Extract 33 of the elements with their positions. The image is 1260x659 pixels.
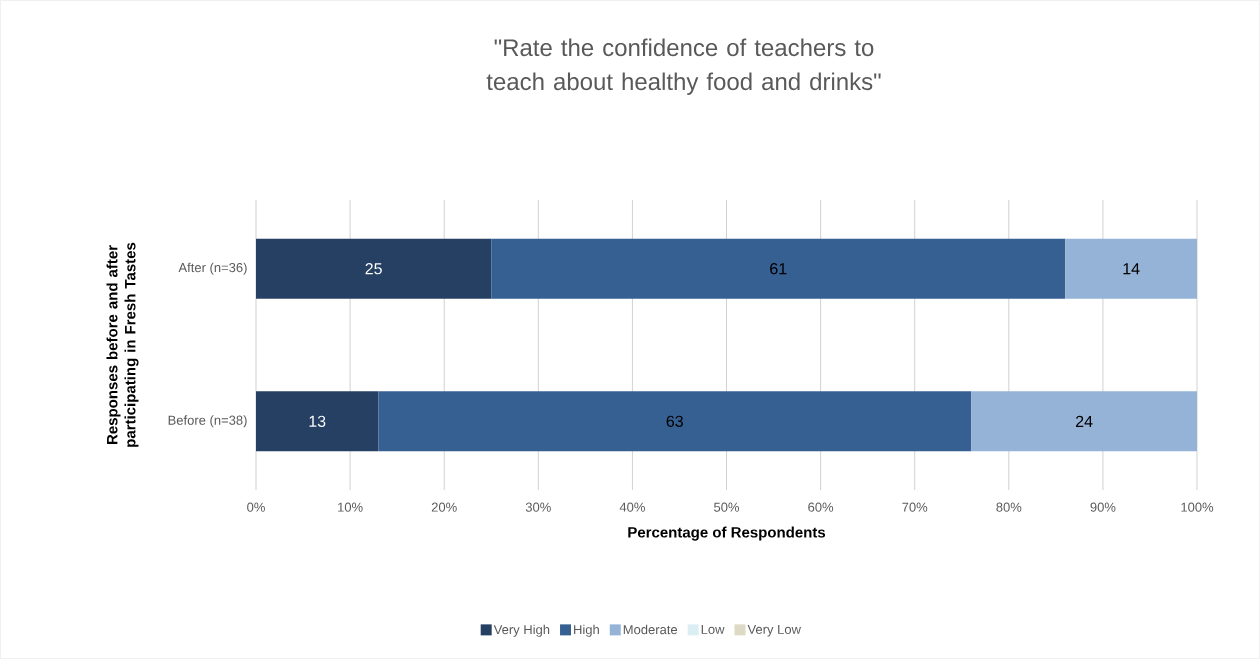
bar — [491, 238, 1066, 299]
x-tick-label: 80% — [996, 502, 1022, 512]
x-tick-label: 0% — [247, 502, 265, 512]
x-axis-title: Percentage of Respondents — [628, 526, 826, 541]
y-axis-title: Responses before and after participating in Fresh Tastes — [106, 242, 139, 447]
data-label: 63 — [666, 415, 683, 427]
bar — [971, 391, 1198, 452]
bar — [256, 238, 492, 299]
legend-label: Low — [701, 624, 725, 634]
data-label: 25 — [365, 263, 382, 275]
legend-label: High — [574, 624, 599, 637]
x-tick-label: 40% — [619, 502, 645, 512]
legend-label: Moderate — [623, 624, 678, 635]
x-tick-label: 60% — [808, 502, 834, 512]
bar — [1065, 238, 1198, 299]
chart-title: "Rate the confidence of teachers to teach about healthy food and drinks" — [486, 38, 881, 95]
x-tick-label: 90% — [1090, 502, 1116, 512]
data-label: 13 — [309, 415, 326, 427]
data-label: 61 — [770, 263, 787, 275]
data-label: 24 — [1076, 415, 1093, 427]
legend-label: Very High — [493, 624, 550, 637]
x-tick-label: 50% — [714, 502, 740, 512]
x-tick-label: 70% — [902, 502, 928, 512]
x-tick-label: 100% — [1181, 502, 1214, 512]
x-tick-label: 20% — [431, 502, 457, 512]
y-tick-label: Before (n=38) — [168, 415, 247, 428]
legend-label: Very Low — [747, 624, 801, 637]
data-label: 14 — [1123, 263, 1140, 275]
x-tick-label: 10% — [338, 502, 363, 512]
bar — [378, 391, 972, 452]
x-tick-label: 30% — [525, 502, 551, 512]
y-tick-label: After (n=36) — [178, 262, 247, 275]
bar — [256, 391, 379, 452]
